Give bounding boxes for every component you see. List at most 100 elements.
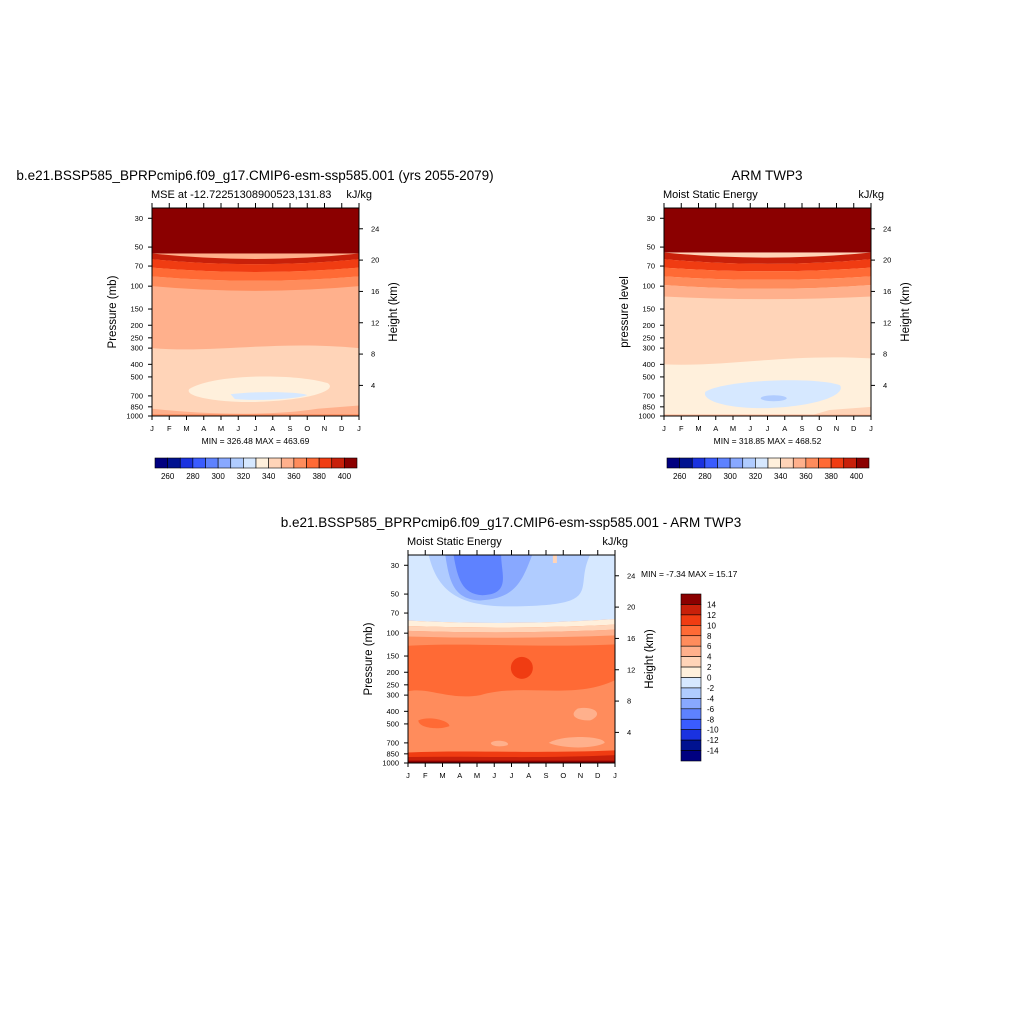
colorbar-box (780, 457, 794, 469)
y-tick-label: 250 (130, 333, 143, 342)
colorbar-box (179, 457, 194, 469)
colorbar-label: 300 (723, 472, 737, 481)
colorbar-box (717, 457, 731, 469)
panel-2: ARM TWP3 Moist Static Energy kJ/kg J F M A M J J A… (619, 168, 912, 481)
y-tick-label: 300 (386, 691, 399, 700)
colorbar-box (293, 457, 307, 469)
x-tick-label: J (510, 771, 514, 780)
band-fill (490, 740, 509, 747)
colorbar-box (691, 457, 706, 469)
band-fill (760, 395, 787, 402)
x-tick-label: J (748, 424, 752, 433)
colorbar-box (268, 457, 282, 469)
y-axis-label: Pressure (mb) (363, 622, 375, 695)
x-tick-label: J (357, 424, 361, 433)
y-tick-label: 200 (386, 668, 399, 677)
y2-axis-label: Height (km) (900, 282, 912, 342)
y2-tick-label: 4 (883, 381, 887, 390)
colorbar-label: 380 (312, 472, 326, 481)
colorbar-box (843, 457, 857, 469)
colorbar-label: 300 (211, 472, 225, 481)
band-fill (664, 285, 871, 300)
y-tick-label: 400 (386, 707, 399, 716)
y-tick-label: 70 (391, 609, 399, 618)
y-axis-label: Pressure (mb) (107, 275, 119, 348)
stats-label: MIN = -7.34 MAX = 15.17 (641, 569, 738, 579)
x-tick-label: N (578, 771, 583, 780)
colorbar-box (818, 457, 832, 469)
x-tick-label: J (150, 424, 154, 433)
band-fill (152, 253, 359, 265)
x-tick-label: S (799, 424, 804, 433)
colorbar: 260 280 300 320 340 360 380 400 (666, 457, 870, 481)
contour-field (664, 208, 871, 416)
colorbar-label: 320 (749, 472, 763, 481)
colorbar-label: 380 (824, 472, 838, 481)
y-tick-label: 1000 (126, 412, 143, 421)
band-fill (408, 629, 615, 638)
x-tick-label: N (322, 424, 327, 433)
colorbar-label: 260 (161, 472, 175, 481)
colorbar-box (680, 708, 702, 720)
band-fill (408, 619, 615, 628)
colorbar-label: 12 (707, 611, 716, 620)
colorbar-box (154, 457, 168, 469)
y-tick-label: 50 (135, 243, 143, 252)
x-tick-label: J (766, 424, 770, 433)
panel-3: b.e21.BSSP585_BPRPcmip6.f09_g17.CMIP6-es… (281, 515, 741, 780)
x-tick-label: M (183, 424, 189, 433)
x-tick-label: O (816, 424, 822, 433)
colorbar-label: 340 (774, 472, 788, 481)
colorbar-label: 320 (237, 472, 251, 481)
subtitle-right: kJ/kg (858, 189, 884, 201)
band-fill (548, 737, 605, 748)
colorbar-box (680, 687, 702, 699)
colorbar-label: -2 (707, 684, 715, 693)
y2-tick-label: 12 (627, 665, 635, 674)
x-tick-label: S (543, 771, 548, 780)
y-tick-label: 250 (386, 680, 399, 689)
colorbar-box (680, 593, 702, 605)
y2-tick-label: 12 (883, 318, 891, 327)
colorbar-box (755, 457, 769, 469)
y-tick-label: 200 (642, 321, 655, 330)
panel-1: b.e21.BSSP585_BPRPcmip6.f09_g17.CMIP6-es… (16, 168, 493, 481)
band-fill (664, 208, 871, 253)
x-tick-label: J (492, 771, 496, 780)
colorbar-box (680, 750, 702, 762)
band-fill (418, 718, 450, 729)
y-tick-label: 850 (386, 749, 399, 758)
colorbar-label: 10 (707, 621, 716, 630)
panel-title: ARM TWP3 (731, 168, 802, 183)
x-tick-label: F (167, 424, 172, 433)
y-tick-label: 400 (642, 360, 655, 369)
colorbar-label: 0 (707, 674, 712, 683)
y-tick-label: 500 (130, 372, 143, 381)
colorbar-box (680, 698, 702, 710)
colorbar-box (680, 635, 702, 647)
x-tick-label: D (595, 771, 601, 780)
stats-label: MIN = 326.48 MAX = 463.69 (202, 436, 310, 446)
colorbar-box (192, 457, 206, 469)
colorbar-label: 8 (707, 632, 712, 641)
colorbar-box (680, 739, 702, 751)
contour-field (408, 555, 615, 763)
y-tick-label: 150 (386, 652, 399, 661)
y2-tick-label: 24 (883, 224, 891, 233)
colorbar-box (767, 457, 781, 469)
band-fill (573, 707, 598, 721)
colorbar-box (680, 718, 702, 730)
x-tick-label: S (287, 424, 292, 433)
y2-tick-label: 16 (371, 287, 379, 296)
y2-tick-label: 16 (883, 287, 891, 296)
colorbar-label: 280 (186, 472, 200, 481)
y2-tick-label: 8 (371, 350, 375, 359)
x-tick-label: M (439, 771, 445, 780)
colorbar-box (680, 729, 702, 741)
stats-label: MIN = 318.85 MAX = 468.52 (714, 436, 822, 446)
band-fill (152, 267, 359, 281)
y2-tick-label: 20 (883, 256, 891, 265)
colorbar-label: -12 (707, 736, 719, 745)
y2-tick-label: 24 (371, 224, 379, 233)
